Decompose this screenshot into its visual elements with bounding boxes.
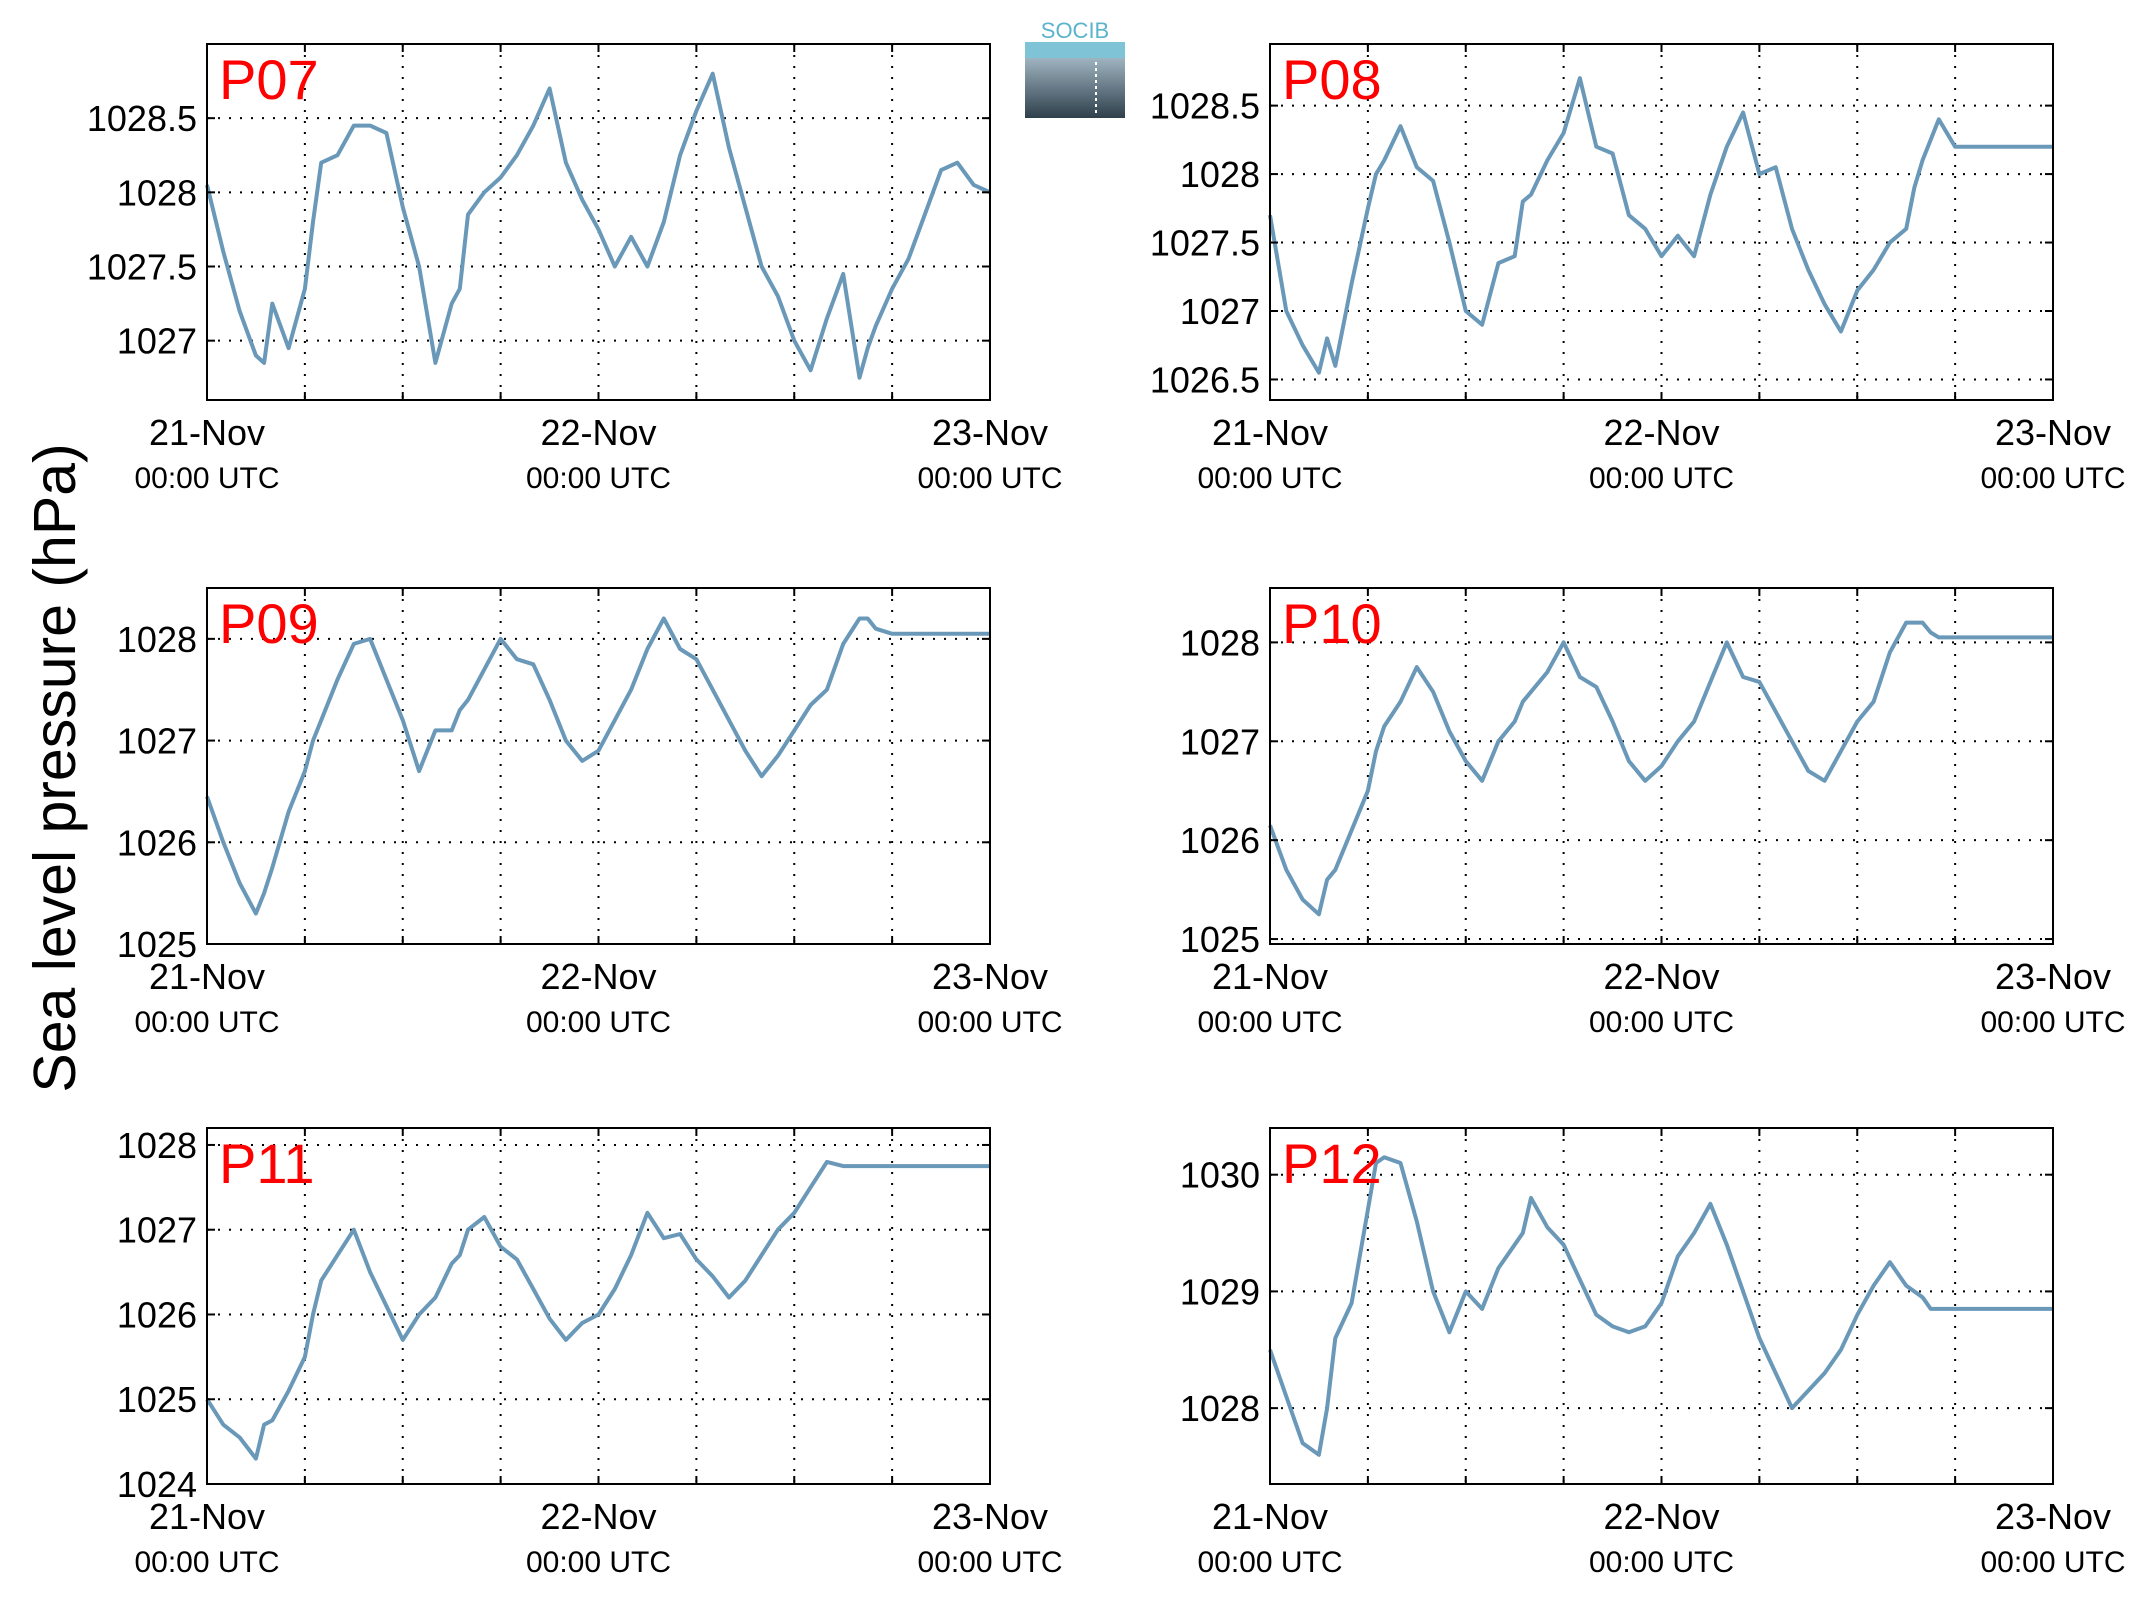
- series-line: [1268, 76, 2053, 375]
- y-tick-label: 1026: [1180, 820, 1260, 861]
- x-tick-label: 23-Nov: [1995, 412, 2111, 453]
- series-line: [205, 71, 991, 380]
- series-line: [1268, 620, 2053, 917]
- x-tick-sublabel: 00:00 UTC: [1197, 462, 1342, 495]
- x-tick-sublabel: 00:00 UTC: [1980, 462, 2125, 495]
- y-tick-label: 1025: [117, 924, 197, 965]
- y-tick-label: 1024: [117, 1464, 197, 1505]
- x-tick-sublabel: 00:00 UTC: [134, 1546, 279, 1579]
- x-tick-sublabel: 00:00 UTC: [526, 1546, 671, 1579]
- panel-title: P12: [1282, 1132, 1382, 1195]
- x-tick-sublabel: 00:00 UTC: [134, 462, 279, 495]
- y-tick-label: 1028.5: [1150, 86, 1260, 127]
- socib-logo: SOCIB: [1025, 18, 1125, 118]
- x-tick-sublabel: 00:00 UTC: [1980, 1546, 2125, 1579]
- y-tick-label: 1026: [117, 1294, 197, 1335]
- x-tick-label: 22-Nov: [540, 412, 656, 453]
- y-tick-label: 1026.5: [1150, 359, 1260, 400]
- y-tick-label: 1027.5: [87, 247, 197, 288]
- y-tick-label: 1028: [117, 172, 197, 213]
- x-tick-label: 22-Nov: [1603, 1496, 1719, 1537]
- panel-p10: 1025 1026 1027 1028 21-Nov 00:00 UTC 22-Nov 00:…: [1180, 587, 2126, 1039]
- x-tick-sublabel: 00:00 UTC: [1589, 462, 1734, 495]
- y-tick-label: 1028.5: [87, 98, 197, 139]
- y-tick-label: 1027: [117, 321, 197, 362]
- x-tick-sublabel: 00:00 UTC: [1980, 1006, 2125, 1039]
- x-tick-label: 21-Nov: [1212, 1496, 1328, 1537]
- panel-title: P11: [219, 1132, 314, 1195]
- x-tick-label: 21-Nov: [149, 956, 265, 997]
- y-tick-label: 1028: [117, 619, 197, 660]
- x-tick-label: 22-Nov: [1603, 956, 1719, 997]
- x-tick-label: 22-Nov: [540, 956, 656, 997]
- x-tick-label: 23-Nov: [932, 956, 1048, 997]
- x-tick-label: 21-Nov: [1212, 956, 1328, 997]
- x-tick-sublabel: 00:00 UTC: [1197, 1546, 1342, 1579]
- y-tick-label: 1030: [1180, 1155, 1260, 1196]
- x-tick-label: 23-Nov: [1995, 1496, 2111, 1537]
- x-tick-sublabel: 00:00 UTC: [1589, 1546, 1734, 1579]
- y-tick-label: 1029: [1180, 1271, 1260, 1312]
- panel-title: P07: [219, 48, 319, 111]
- panel-p11: 1024 1025 1026 1027 1028 21-Nov 00:00 UTC 22-No…: [117, 1125, 1063, 1579]
- x-tick-label: 22-Nov: [540, 1496, 656, 1537]
- y-tick-label: 1028: [1180, 1388, 1260, 1429]
- y-tick-label: 1028: [1180, 622, 1260, 663]
- y-tick-label: 1026: [117, 822, 197, 863]
- panel-title: P09: [219, 592, 319, 655]
- y-tick-label: 1028: [117, 1125, 197, 1166]
- x-tick-sublabel: 00:00 UTC: [1589, 1006, 1734, 1039]
- x-tick-label: 22-Nov: [1603, 412, 1719, 453]
- y-tick-label: 1027: [117, 721, 197, 762]
- panel-p09: 1025 1026 1027 1028 21-Nov 00:00 UTC 22-Nov 00:…: [117, 587, 1063, 1039]
- y-tick-label: 1027.5: [1150, 223, 1260, 264]
- panel-title: P10: [1282, 592, 1382, 655]
- y-tick-label: 1025: [1180, 919, 1260, 960]
- x-tick-sublabel: 00:00 UTC: [134, 1006, 279, 1039]
- panel-p07: 1027 1027.5 1028 1028.5 21-Nov 00:00 UTC 22-No…: [87, 43, 1063, 495]
- panel-p08: 1026.5 1027 1027.5 1028 1028.5 21-Nov 00:00 UT…: [1150, 43, 2126, 495]
- x-tick-label: 23-Nov: [1995, 956, 2111, 997]
- series-line: [205, 616, 990, 916]
- y-tick-label: 1025: [117, 1379, 197, 1420]
- x-tick-label: 21-Nov: [1212, 412, 1328, 453]
- y-tick-label: 1028: [1180, 154, 1260, 195]
- y-tick-label: 1027: [117, 1210, 197, 1251]
- series-line: [205, 1159, 990, 1461]
- y-tick-label: 1027: [1180, 291, 1260, 332]
- x-tick-label: 21-Nov: [149, 412, 265, 453]
- y-tick-label: 1027: [1180, 721, 1260, 762]
- x-tick-sublabel: 00:00 UTC: [917, 1546, 1062, 1579]
- panel-p12: 1028 1029 1030 21-Nov 00:00 UTC 22-Nov 00:00 U…: [1180, 1127, 2126, 1579]
- panel-title: P08: [1282, 48, 1382, 111]
- series-line: [1268, 1155, 2053, 1457]
- x-tick-label: 23-Nov: [932, 412, 1048, 453]
- logo-text: SOCIB: [1041, 18, 1109, 43]
- x-tick-sublabel: 00:00 UTC: [917, 1006, 1062, 1039]
- x-tick-label: 21-Nov: [149, 1496, 265, 1537]
- x-tick-sublabel: 00:00 UTC: [1197, 1006, 1342, 1039]
- x-tick-sublabel: 00:00 UTC: [526, 1006, 671, 1039]
- x-tick-sublabel: 00:00 UTC: [917, 462, 1062, 495]
- x-tick-sublabel: 00:00 UTC: [526, 462, 671, 495]
- x-tick-label: 23-Nov: [932, 1496, 1048, 1537]
